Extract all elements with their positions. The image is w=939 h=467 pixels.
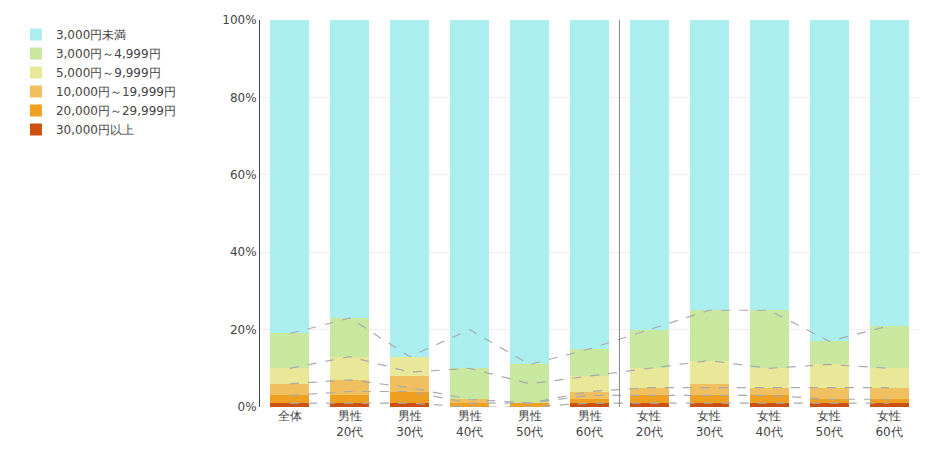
svg-text:10,000円～19,999円: 10,000円～19,999円 [56,85,176,99]
svg-text:女性50代: 女性50代 [815,409,842,439]
svg-text:80%: 80% [230,91,257,105]
svg-text:男性50代: 男性50代 [516,409,543,439]
svg-text:3,000円未満: 3,000円未満 [56,28,126,42]
svg-text:60%: 60% [230,168,257,182]
svg-text:女性30代: 女性30代 [696,409,723,439]
svg-text:100%: 100% [222,13,256,27]
svg-text:男性20代: 男性20代 [336,409,363,439]
svg-text:0%: 0% [238,400,257,414]
svg-text:20%: 20% [230,323,257,337]
svg-text:5,000円～9,999円: 5,000円～9,999円 [56,66,161,80]
svg-text:40%: 40% [230,245,257,259]
svg-text:女性20代: 女性20代 [636,409,663,439]
svg-text:全体: 全体 [278,409,302,423]
svg-text:男性60代: 男性60代 [576,409,603,439]
svg-text:20,000円～29,999円: 20,000円～29,999円 [56,104,176,118]
svg-text:3,000円～4,999円: 3,000円～4,999円 [56,47,161,61]
svg-text:女性60代: 女性60代 [875,409,902,439]
svg-text:男性30代: 男性30代 [396,409,423,439]
svg-text:女性40代: 女性40代 [756,409,783,439]
svg-text:男性40代: 男性40代 [456,409,483,439]
svg-text:30,000円以上: 30,000円以上 [56,123,134,137]
